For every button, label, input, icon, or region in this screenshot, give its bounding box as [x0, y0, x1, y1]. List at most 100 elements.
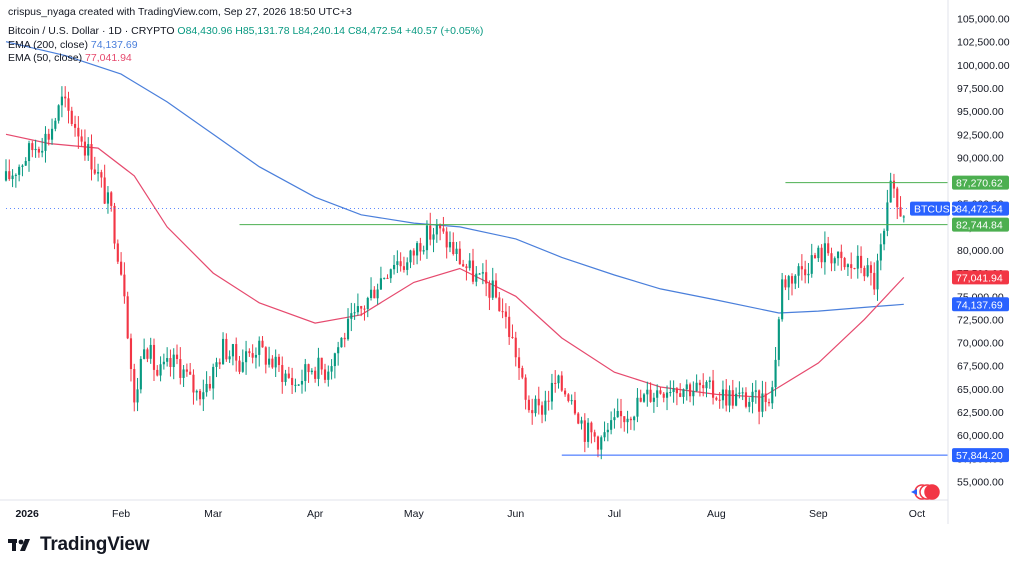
candle[interactable]: [393, 264, 396, 270]
candle[interactable]: [485, 272, 488, 284]
resistance-tag[interactable]: [952, 217, 1009, 232]
candle[interactable]: [573, 400, 577, 414]
candle[interactable]: [241, 362, 244, 372]
candle[interactable]: [856, 255, 859, 269]
candle[interactable]: [320, 357, 323, 370]
candle[interactable]: [537, 398, 540, 406]
candle[interactable]: [235, 344, 238, 361]
candle[interactable]: [198, 390, 202, 400]
candle[interactable]: [665, 392, 669, 398]
candle[interactable]: [633, 416, 636, 421]
candle[interactable]: [294, 384, 297, 386]
candle[interactable]: [596, 436, 600, 450]
candle[interactable]: [396, 261, 399, 265]
candle[interactable]: [567, 394, 570, 401]
candle[interactable]: [386, 277, 389, 279]
candle[interactable]: [583, 420, 586, 442]
candle[interactable]: [182, 369, 185, 378]
candle[interactable]: [735, 393, 738, 406]
candle[interactable]: [8, 171, 11, 180]
candle[interactable]: [14, 174, 17, 176]
candle[interactable]: [771, 387, 774, 404]
candle[interactable]: [840, 251, 843, 259]
candle[interactable]: [606, 429, 609, 433]
candle[interactable]: [70, 110, 73, 124]
candle[interactable]: [501, 311, 504, 313]
candle[interactable]: [649, 389, 652, 402]
candle[interactable]: [540, 405, 544, 415]
candle[interactable]: [284, 373, 287, 382]
candle[interactable]: [268, 358, 271, 365]
candle[interactable]: [304, 364, 307, 381]
candle[interactable]: [432, 234, 435, 240]
ema50-legend[interactable]: EMA (50, close) 77,041.94: [8, 52, 132, 64]
candle[interactable]: [656, 390, 659, 398]
candle[interactable]: [281, 365, 284, 382]
candle[interactable]: [610, 420, 613, 430]
candle[interactable]: [879, 244, 882, 261]
candle[interactable]: [103, 177, 106, 204]
candle[interactable]: [425, 225, 429, 251]
candle[interactable]: [784, 279, 787, 288]
candle[interactable]: [208, 383, 211, 389]
candle[interactable]: [297, 384, 300, 386]
candle[interactable]: [231, 344, 234, 357]
candle[interactable]: [616, 410, 619, 418]
candle[interactable]: [695, 382, 698, 392]
candle[interactable]: [21, 165, 24, 167]
candle[interactable]: [800, 266, 803, 270]
candle[interactable]: [136, 389, 139, 403]
candle[interactable]: [221, 338, 225, 365]
candle[interactable]: [245, 351, 248, 363]
candle[interactable]: [587, 422, 590, 442]
candle[interactable]: [34, 148, 37, 151]
candle[interactable]: [80, 136, 83, 142]
candle[interactable]: [360, 306, 363, 309]
candle[interactable]: [340, 337, 343, 348]
candle[interactable]: [409, 250, 412, 263]
candle[interactable]: [54, 120, 57, 129]
candle[interactable]: [494, 280, 498, 298]
candle[interactable]: [77, 127, 80, 137]
candle[interactable]: [758, 390, 761, 412]
candle[interactable]: [810, 255, 813, 274]
candle[interactable]: [202, 392, 205, 400]
candle[interactable]: [123, 274, 126, 297]
candle[interactable]: [215, 362, 218, 367]
candle[interactable]: [172, 354, 175, 368]
support-tag[interactable]: [952, 448, 1009, 463]
candle[interactable]: [73, 123, 77, 128]
candle[interactable]: [406, 262, 409, 270]
candle[interactable]: [116, 243, 119, 262]
candle[interactable]: [813, 255, 817, 259]
candle[interactable]: [804, 269, 807, 276]
candle[interactable]: [129, 338, 133, 370]
candle[interactable]: [692, 391, 695, 397]
candle[interactable]: [363, 308, 366, 310]
candle[interactable]: [797, 266, 800, 276]
candle[interactable]: [725, 389, 728, 406]
candle[interactable]: [47, 133, 50, 140]
candle[interactable]: [149, 344, 152, 359]
candle[interactable]: [287, 373, 290, 378]
ema50-tag[interactable]: [952, 270, 1009, 285]
candle[interactable]: [192, 374, 195, 393]
candle[interactable]: [721, 389, 725, 401]
candle[interactable]: [100, 172, 103, 178]
candle[interactable]: [869, 265, 873, 273]
candle[interactable]: [126, 296, 129, 339]
candle[interactable]: [679, 393, 682, 397]
candle[interactable]: [863, 267, 866, 277]
candle[interactable]: [761, 393, 764, 412]
candle[interactable]: [445, 231, 448, 248]
candle[interactable]: [31, 143, 34, 151]
candle[interactable]: [248, 351, 251, 354]
candle[interactable]: [682, 389, 685, 397]
candle[interactable]: [429, 225, 432, 240]
candle[interactable]: [850, 264, 853, 269]
candle[interactable]: [261, 340, 264, 348]
candle[interactable]: [60, 96, 63, 106]
candle[interactable]: [570, 400, 573, 402]
candle[interactable]: [669, 392, 672, 394]
candle[interactable]: [152, 344, 156, 370]
